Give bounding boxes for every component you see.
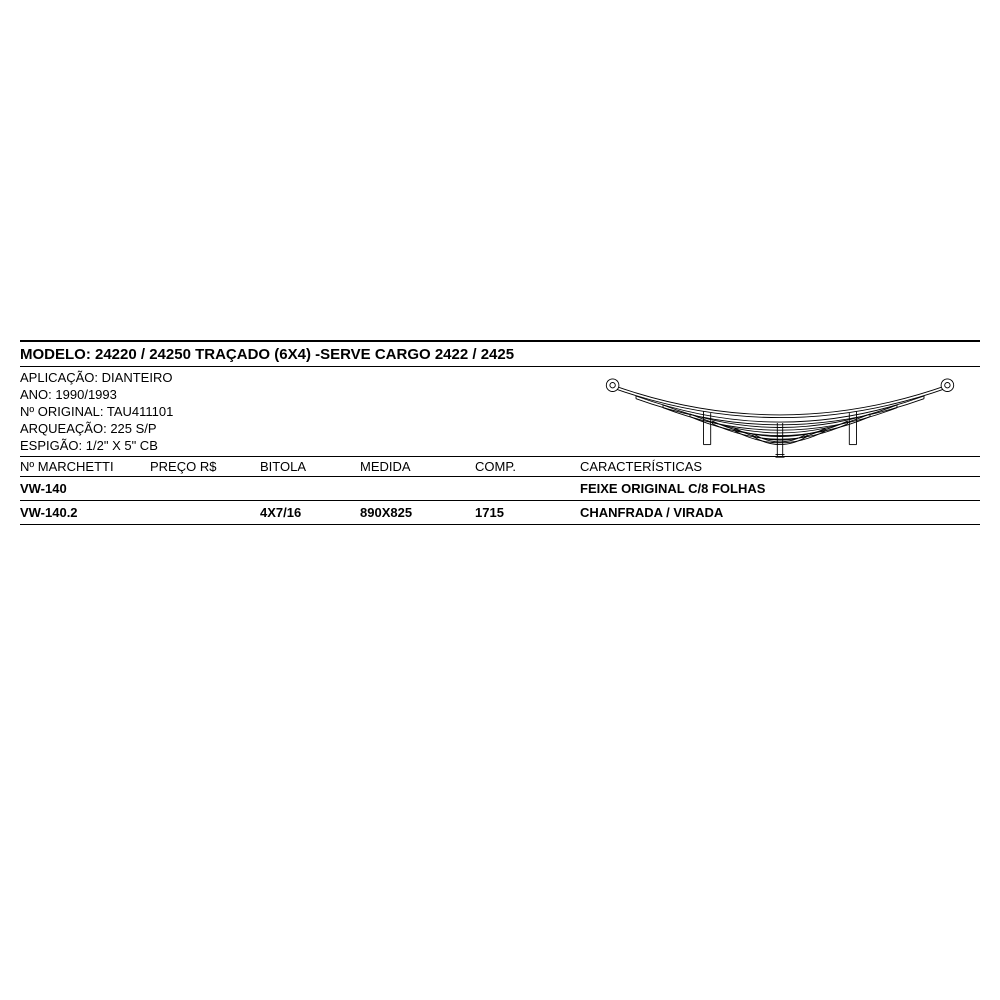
- cell-caract: FEIXE ORIGINAL C/8 FOLHAS: [580, 477, 980, 501]
- cell-comp: 1715: [475, 501, 580, 525]
- model-row: MODELO: 24220 / 24250 TRAÇADO (6X4) -SER…: [20, 342, 980, 367]
- spec-original-value: TAU411101: [107, 404, 174, 419]
- spec-ano-label: ANO:: [20, 387, 52, 402]
- cell-caract: CHANFRADA / VIRADA: [580, 501, 980, 525]
- spec-ano: ANO: 1990/1993: [20, 386, 580, 403]
- col-header-marchetti: Nº MARCHETTI: [20, 457, 150, 477]
- cell-marchetti: VW-140.2: [20, 501, 150, 525]
- data-table: Nº MARCHETTI PREÇO R$ BITOLA MEDIDA COMP…: [20, 457, 980, 525]
- cell-bitola: [260, 477, 360, 501]
- spec-espigao-value: 1/2" X 5" CB: [86, 438, 158, 453]
- cell-medida: [360, 477, 475, 501]
- spec-aplicacao-value: DIANTEIRO: [102, 370, 173, 385]
- spec-aplicacao-label: APLICAÇÃO:: [20, 370, 98, 385]
- col-header-preco: PREÇO R$: [150, 457, 260, 477]
- col-header-medida: MEDIDA: [360, 457, 475, 477]
- spec-aplicacao: APLICAÇÃO: DIANTEIRO: [20, 369, 580, 386]
- spec-original: Nº ORIGINAL: TAU411101: [20, 403, 580, 420]
- spec-arqueacao-value: 225 S/P: [110, 421, 156, 436]
- leaf-spring-drawing: [580, 369, 980, 459]
- spec-espigao: ESPIGÃO: 1/2" X 5" CB: [20, 437, 580, 454]
- table-row: VW-140 FEIXE ORIGINAL C/8 FOLHAS: [20, 477, 980, 501]
- model-value-text: 24220 / 24250 TRAÇADO (6X4) -SERVE CARGO…: [95, 346, 514, 363]
- col-header-bitola: BITOLA: [260, 457, 360, 477]
- cell-comp: [475, 477, 580, 501]
- spec-arqueacao-label: ARQUEAÇÃO:: [20, 421, 107, 436]
- cell-medida: 890X825: [360, 501, 475, 525]
- cell-preco: [150, 501, 260, 525]
- col-header-comp: COMP.: [475, 457, 580, 477]
- spec-espigao-label: ESPIGÃO:: [20, 438, 82, 453]
- cell-bitola: 4X7/16: [260, 501, 360, 525]
- spec-ano-value: 1990/1993: [55, 387, 116, 402]
- col-header-caract: CARACTERÍSTICAS: [580, 457, 980, 477]
- spec-arqueacao: ARQUEAÇÃO: 225 S/P: [20, 420, 580, 437]
- spec-sheet: MODELO: 24220 / 24250 TRAÇADO (6X4) -SER…: [20, 340, 980, 525]
- model-label: MODELO: 24220 / 24250 TRAÇADO (6X4) -SER…: [20, 346, 514, 363]
- spec-original-label: Nº ORIGINAL:: [20, 404, 103, 419]
- table-row: VW-140.2 4X7/16 890X825 1715 CHANFRADA /…: [20, 501, 980, 525]
- model-label-text: MODELO:: [20, 346, 91, 363]
- cell-marchetti: VW-140: [20, 477, 150, 501]
- table-header-row: Nº MARCHETTI PREÇO R$ BITOLA MEDIDA COMP…: [20, 457, 980, 477]
- cell-preco: [150, 477, 260, 501]
- specs-text: APLICAÇÃO: DIANTEIRO ANO: 1990/1993 Nº O…: [20, 367, 580, 456]
- specs-block: APLICAÇÃO: DIANTEIRO ANO: 1990/1993 Nº O…: [20, 367, 980, 457]
